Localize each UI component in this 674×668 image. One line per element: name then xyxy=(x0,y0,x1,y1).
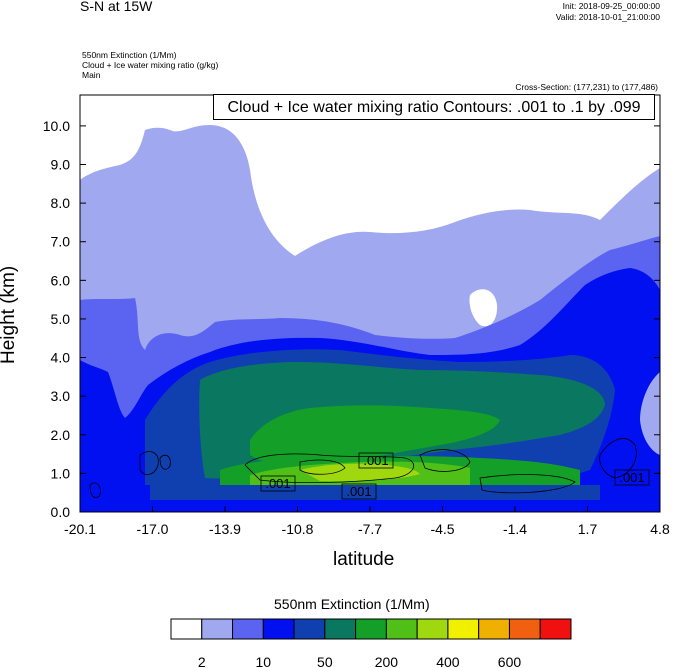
y-tick-label: 7.0 xyxy=(51,234,71,250)
heatmap-field xyxy=(80,95,660,512)
colorbar-swatch xyxy=(170,618,203,640)
x-axis: -20.1 -17.0 -13.9 -10.8 -7.7 -4.5 -1.4 1.7 4.8 xyxy=(64,506,670,537)
y-tick-label: 5.0 xyxy=(51,311,71,327)
field-description: 550nm Extinction (1/Mm) Cloud + Ice wate… xyxy=(82,50,218,80)
colorbar: 2 10 50 200 400 600 xyxy=(170,618,572,668)
colorbar-swatch xyxy=(201,618,234,640)
x-tick-label: -1.4 xyxy=(503,521,527,537)
colorbar-swatch xyxy=(508,618,541,640)
x-tick-label: 1.7 xyxy=(578,521,598,537)
field-mixing-ratio: Cloud + Ice water mixing ratio (g/kg) xyxy=(82,60,219,70)
x-tick-label: -10.8 xyxy=(282,521,314,537)
colorbar-swatch xyxy=(416,618,449,640)
y-tick-label: 10.0 xyxy=(43,118,70,134)
contour-label: .001 xyxy=(619,470,644,485)
colorbar-label: 50 xyxy=(317,654,333,668)
x-tick-label: -4.5 xyxy=(430,521,454,537)
colorbar-title: 550nm Extinction (1/Mm) xyxy=(274,596,430,612)
y-tick-label: 2.0 xyxy=(51,427,71,443)
colorbar-swatch xyxy=(539,618,572,640)
y-tick-label: 1.0 xyxy=(51,465,71,481)
contour-label-box xyxy=(341,483,377,500)
colorbar-swatch xyxy=(355,618,387,640)
colorbar-label: 600 xyxy=(498,654,522,668)
field-domain: Main xyxy=(82,70,101,80)
init-time: Init: 2018-09-25_00:00:00 xyxy=(562,1,660,11)
colorbar-swatch xyxy=(232,618,264,640)
x-tick-label: -7.7 xyxy=(358,521,382,537)
x-tick-label: -17.0 xyxy=(137,521,169,537)
cross-section-label: Cross-Section: (177,231) to (177,486) xyxy=(515,82,658,92)
contour-label: .001 xyxy=(363,453,388,468)
colorbar-label: 200 xyxy=(375,654,399,668)
y-tick-label: 8.0 xyxy=(51,195,71,211)
colorbar-swatch xyxy=(447,618,480,640)
contour-info-box: Cloud + Ice water mixing ratio Contours:… xyxy=(213,94,655,120)
x-axis-title: latitude xyxy=(333,549,395,570)
x-tick-label: -13.9 xyxy=(209,521,241,537)
y-axis: 0.0 1.0 2.0 3.0 4.0 5.0 6.0 7.0 8.0 9.0 10.0 xyxy=(43,118,660,520)
chart-title: S-N at 15W xyxy=(80,0,153,14)
y-tick-label: 0.0 xyxy=(51,504,71,520)
colorbar-label: 400 xyxy=(436,654,460,668)
colorbar-label: 2 xyxy=(198,654,206,668)
contour-label-box xyxy=(358,452,394,469)
y-tick-label: 4.0 xyxy=(51,350,71,366)
contour-label-group: .001 .001 .001 .001 xyxy=(260,452,650,500)
colorbar-label: 10 xyxy=(256,654,272,668)
colorbar-swatch xyxy=(385,618,418,640)
x-tick-label: 4.8 xyxy=(650,521,670,537)
contour-label: .001 xyxy=(265,476,290,491)
contour-lines xyxy=(89,438,637,498)
valid-time: Valid: 2018-10-01_21:00:00 xyxy=(555,12,660,22)
y-tick-label: 9.0 xyxy=(51,157,71,173)
y-axis-title: Height (km) xyxy=(0,265,19,364)
contour-label: .001 xyxy=(346,484,371,499)
contour-label-box xyxy=(260,475,296,492)
x-tick-label: -20.1 xyxy=(64,521,96,537)
field-extinction: 550nm Extinction (1/Mm) xyxy=(82,50,177,60)
colorbar-swatch xyxy=(262,618,295,640)
y-tick-label: 3.0 xyxy=(51,388,71,404)
y-tick-label: 6.0 xyxy=(51,272,71,288)
colorbar-swatch xyxy=(324,618,357,640)
contour-label-box xyxy=(614,469,650,486)
colorbar-swatch xyxy=(478,618,510,640)
colorbar-swatch xyxy=(293,618,326,640)
y-axis-title-wrap: Height (km) xyxy=(0,266,28,384)
